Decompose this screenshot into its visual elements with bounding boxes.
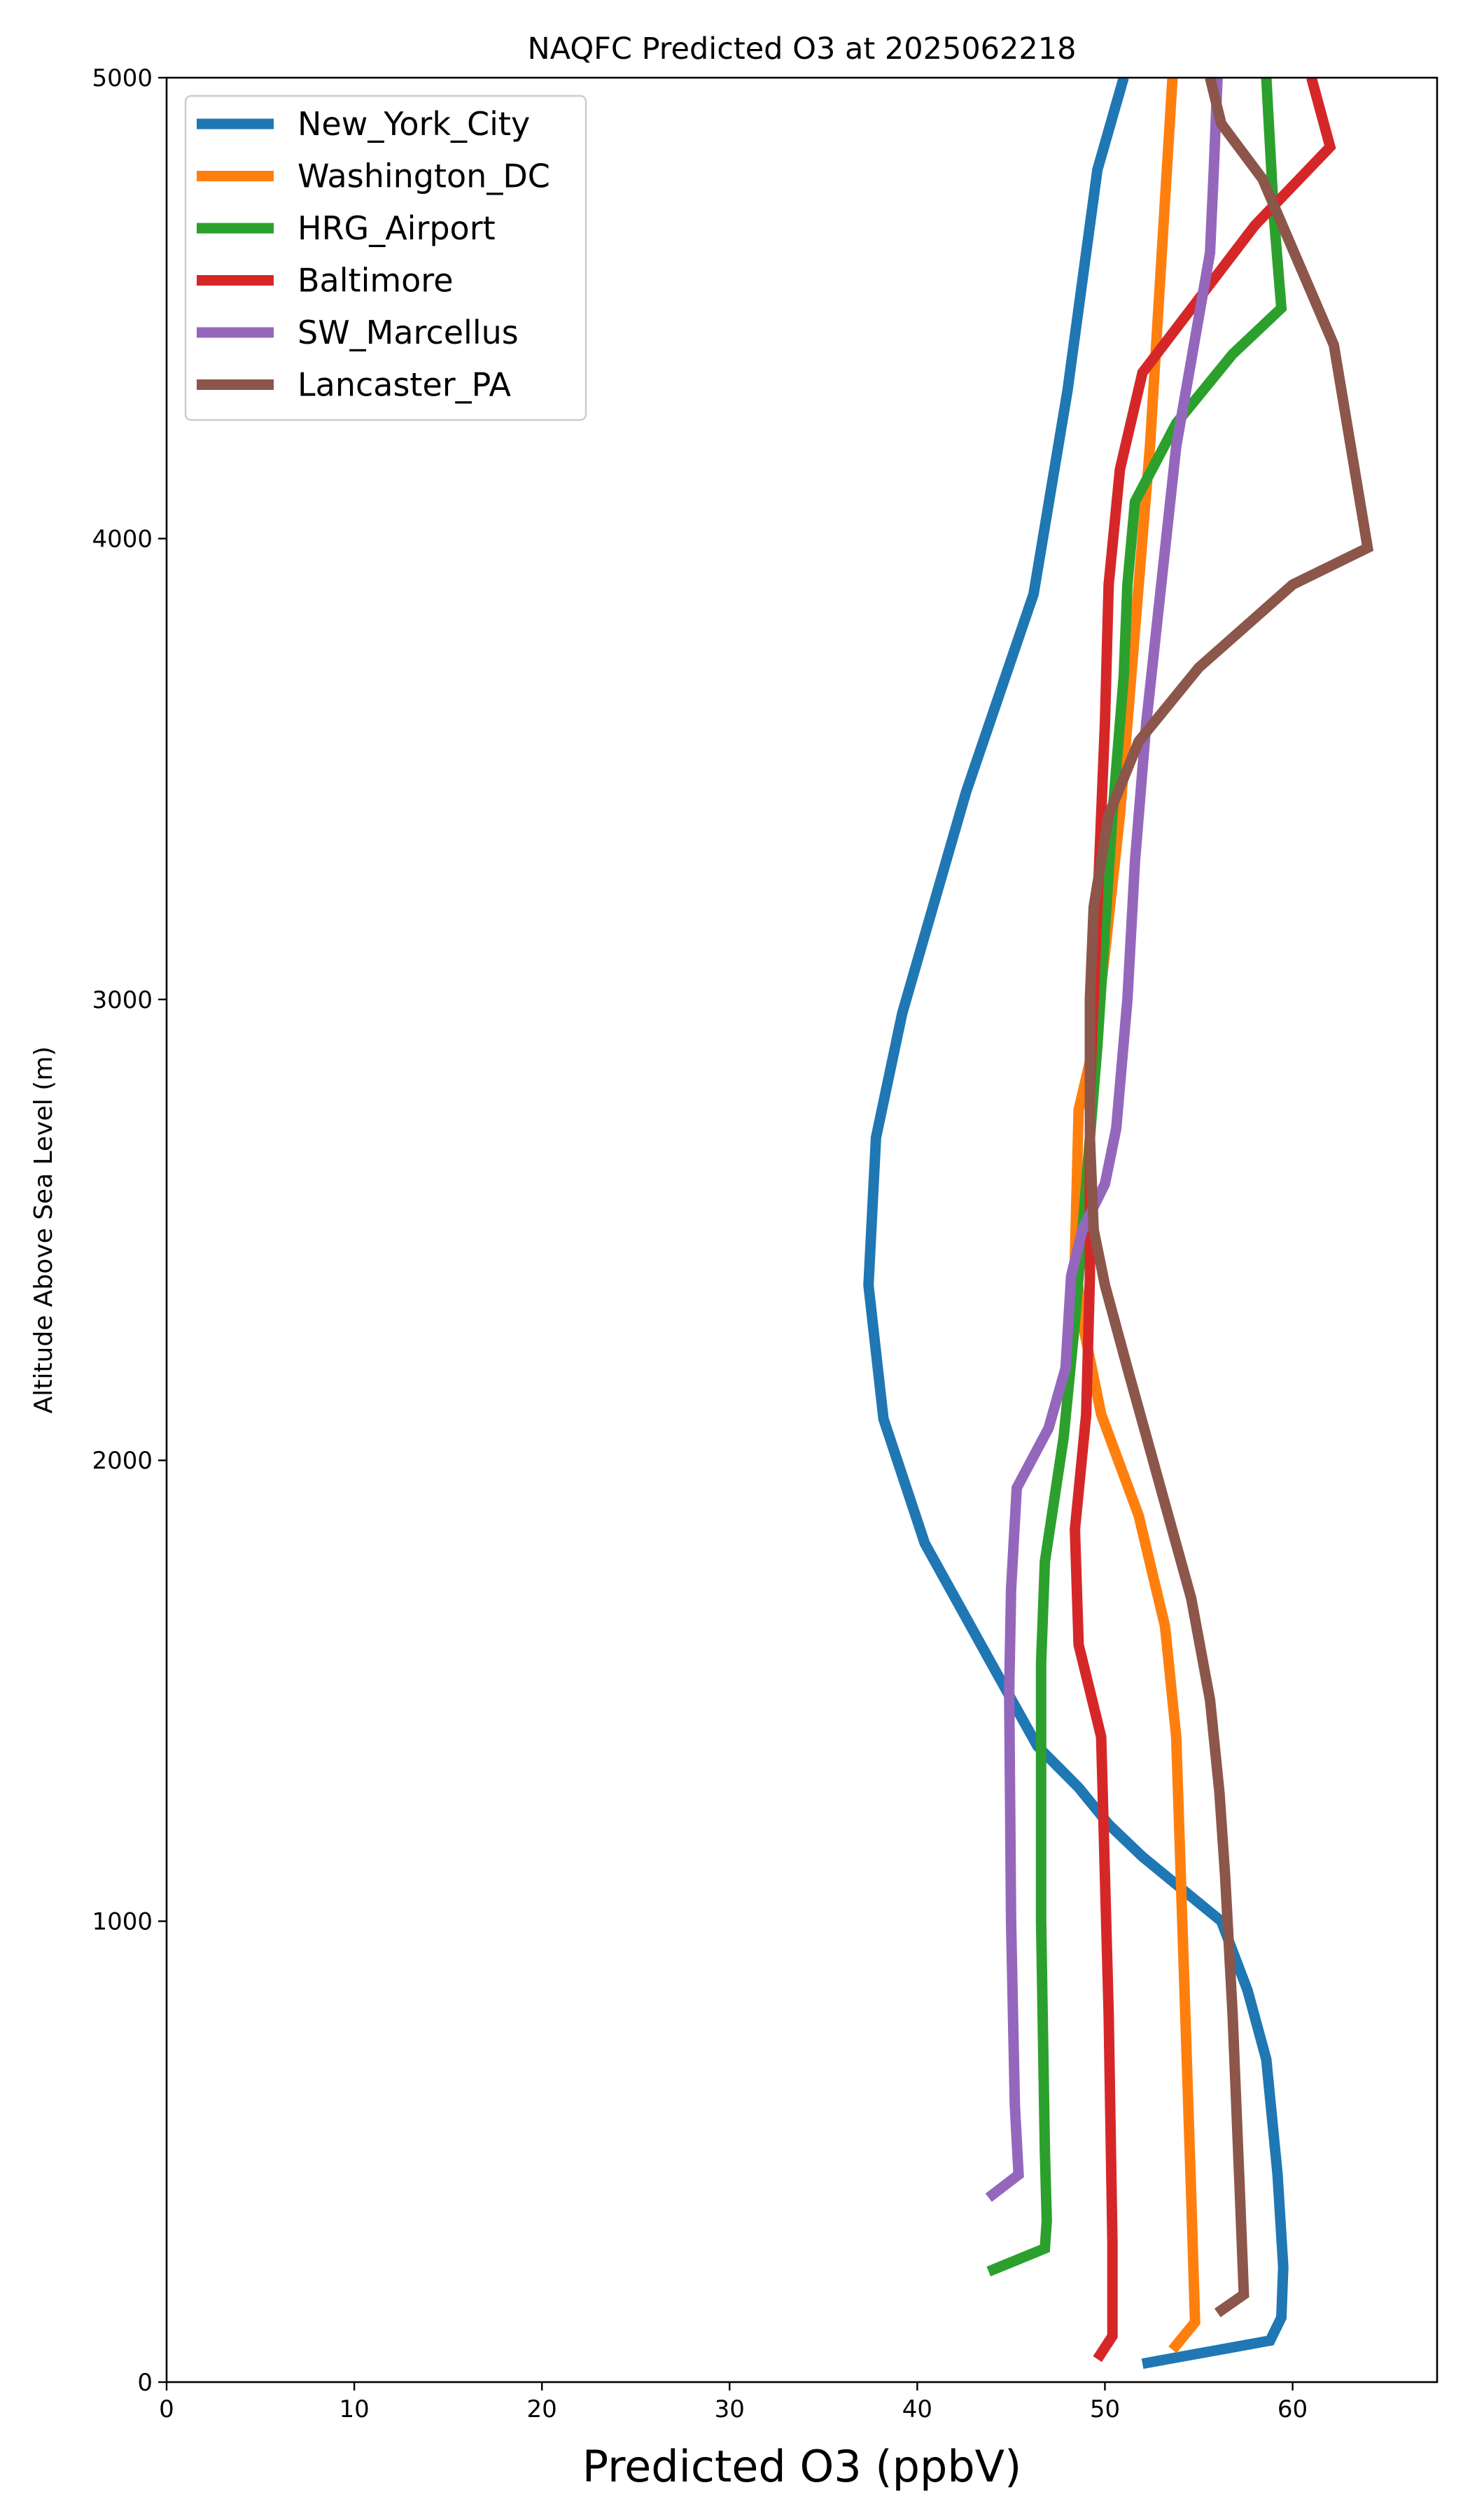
legend-box [184, 94, 587, 421]
y-tick-label: 3000 [92, 986, 153, 1014]
legend-label: HRG_Airport [298, 209, 496, 247]
legend: New_York_City Washington_DC HRG_Airport Bal… [184, 94, 587, 421]
legend-label: Baltimore [298, 262, 454, 300]
y-tick-label: 4000 [92, 525, 153, 553]
x-tick-label: 40 [902, 2395, 932, 2423]
x-axis-label: Predicted O3 (ppbV) [582, 2441, 1022, 2492]
x-tick-label: 30 [715, 2395, 745, 2423]
y-tick-label: 0 [137, 2369, 153, 2397]
y-tick-label: 1000 [92, 1908, 153, 1936]
series-line-new-york-city [863, 78, 1289, 2370]
series-line-lancaster-pa [1084, 78, 1374, 2318]
x-tick-label: 10 [339, 2395, 369, 2423]
legend-label: SW_Marcellus [298, 314, 519, 351]
x-tick-label: 20 [527, 2395, 557, 2423]
x-tick-label: 60 [1278, 2395, 1308, 2423]
x-tick-label: 50 [1090, 2395, 1120, 2423]
series-lines [863, 78, 1374, 2370]
x-axis-ticks: 0 10 20 30 40 50 60 [159, 2382, 1308, 2423]
y-axis-ticks: 0 1000 2000 3000 4000 5000 [92, 64, 167, 2397]
y-tick-label: 5000 [92, 64, 153, 92]
series-line-sw-marcellus [985, 78, 1223, 2202]
x-tick-label: 0 [159, 2395, 174, 2423]
legend-label: Lancaster_PA [298, 366, 511, 404]
chart-title: NAQFC Predicted O3 at 2025062218 [528, 31, 1077, 66]
plot-frame [165, 76, 1438, 2384]
legend-entries: New_York_City Washington_DC HRG_Airport Bal… [197, 105, 550, 404]
legend-label: New_York_City [298, 105, 530, 143]
y-tick-label: 2000 [92, 1447, 153, 1475]
y-axis-label: Altitude Above Sea Level (m) [29, 1046, 58, 1414]
series-line-baltimore [1070, 78, 1336, 2362]
legend-label: Washington_DC [298, 158, 550, 195]
